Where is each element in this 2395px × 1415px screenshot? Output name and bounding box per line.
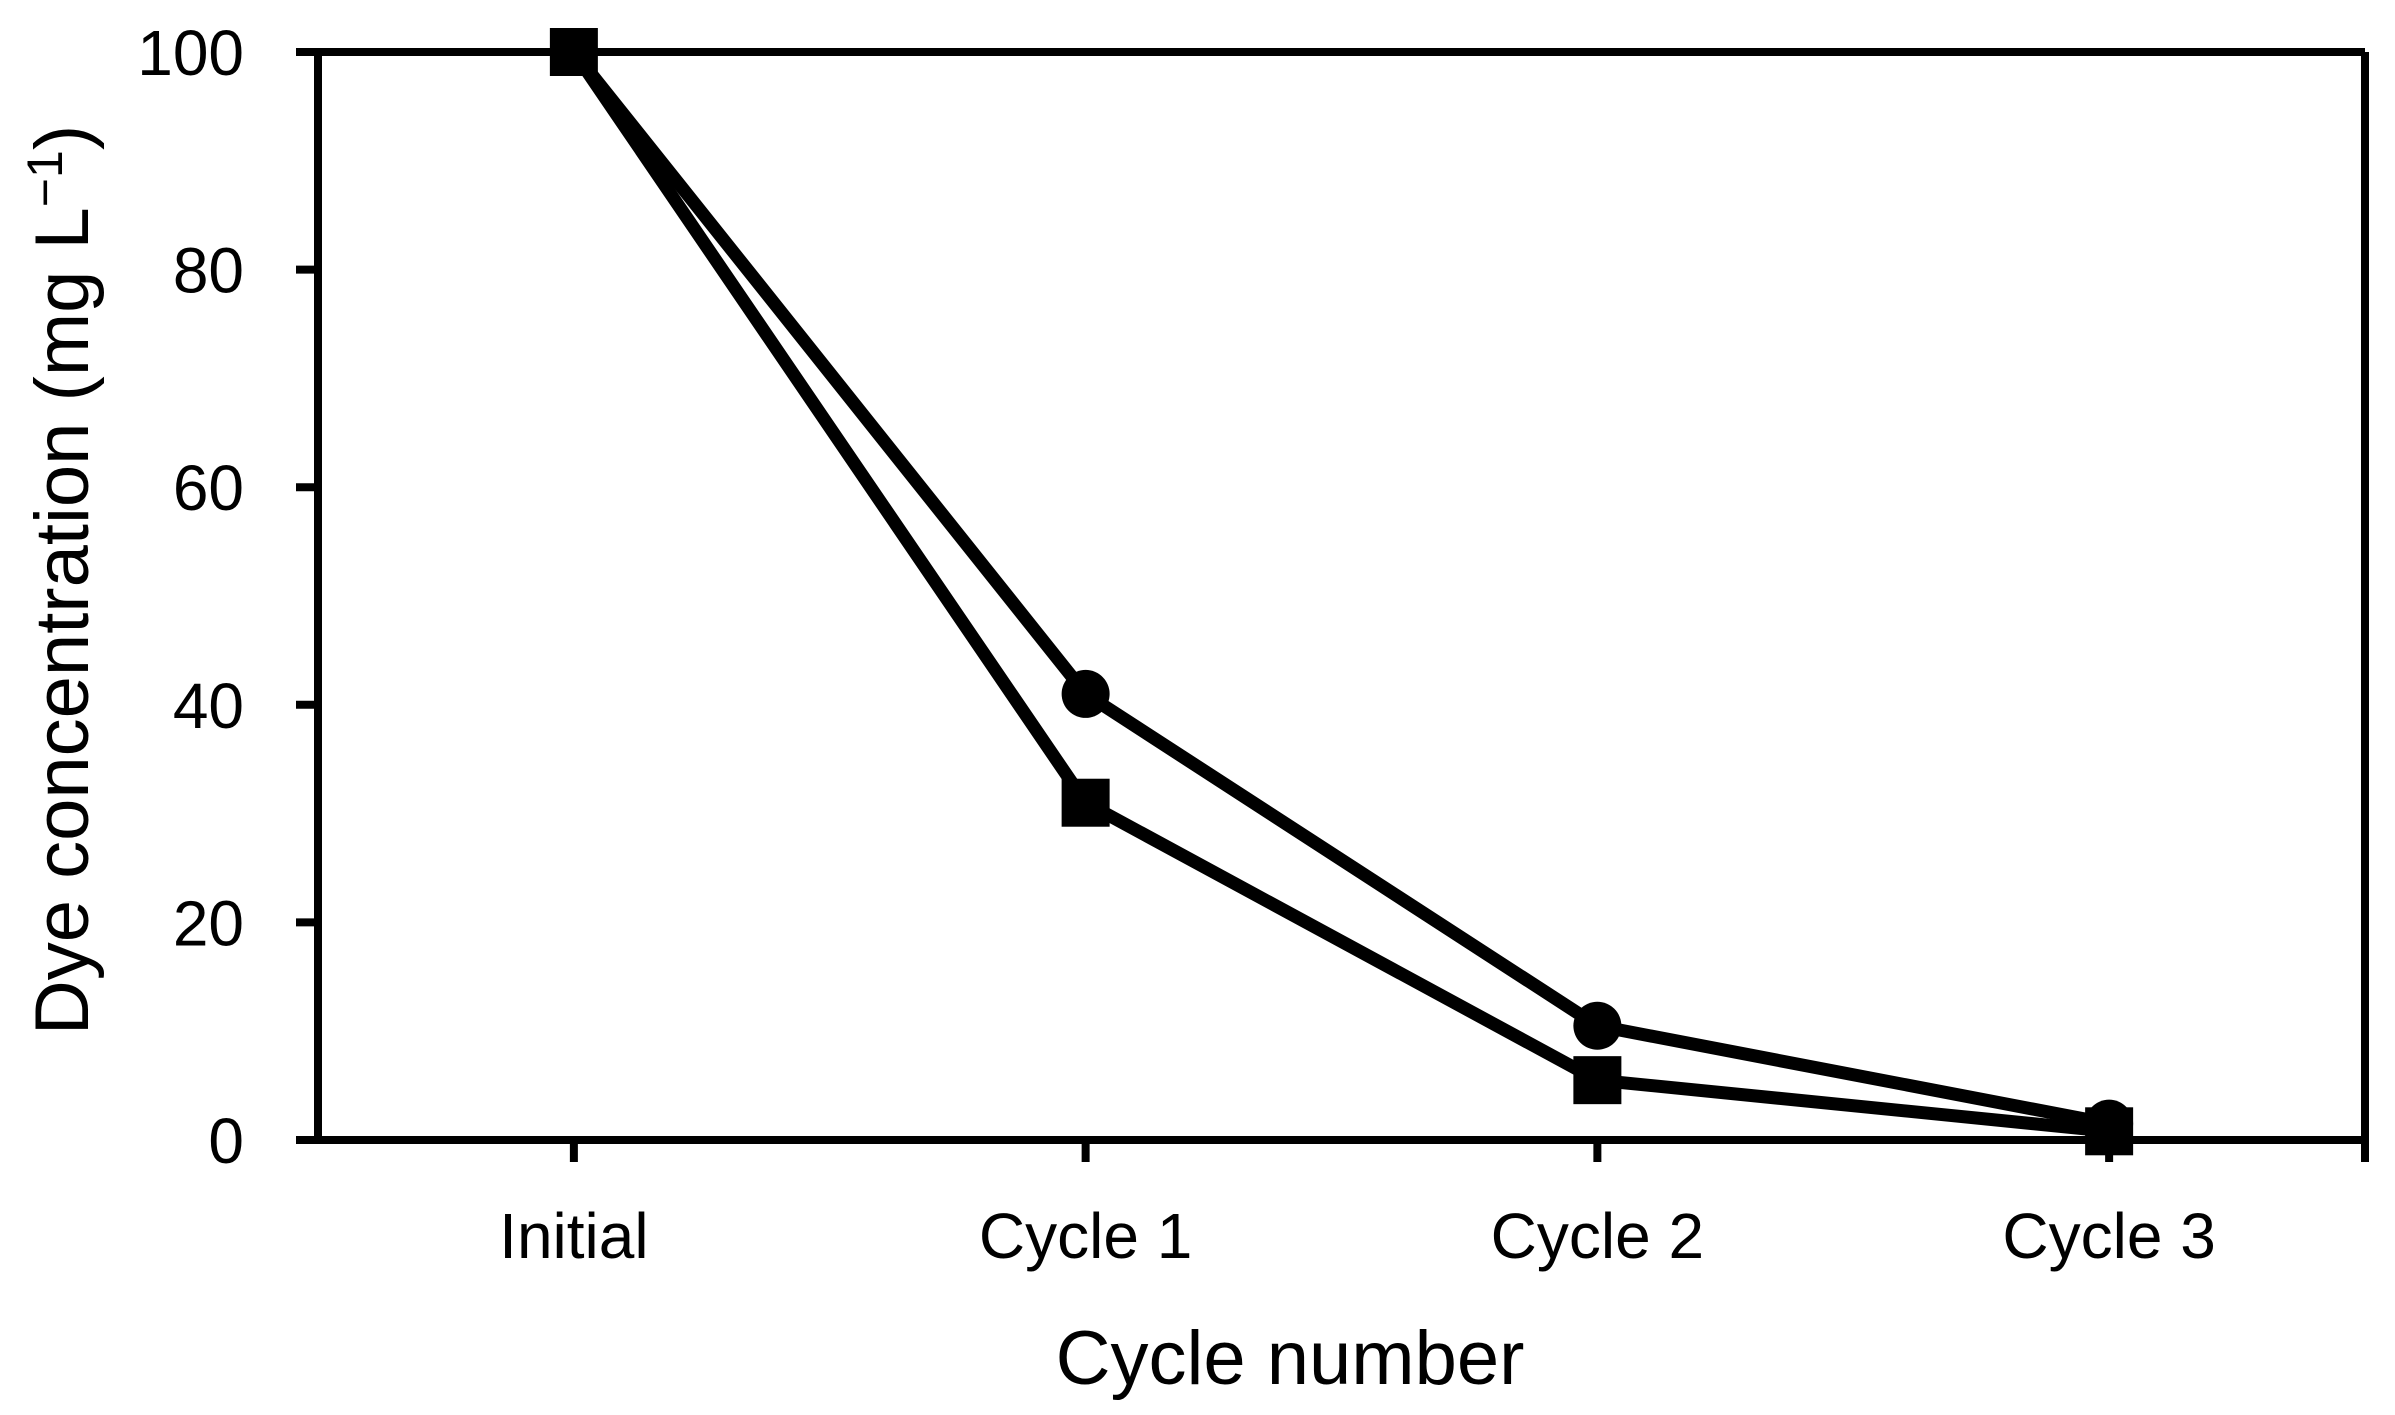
data-point-square — [1061, 778, 1110, 827]
x-axis-tick-label: Cycle 1 — [979, 1200, 1192, 1272]
data-point-square — [2085, 1107, 2134, 1156]
x-axis-title: Cycle number — [1056, 1316, 1525, 1401]
data-point-circle — [1061, 669, 1110, 718]
y-axis-tick-label: 20 — [173, 887, 244, 959]
series-line-square — [568, 48, 2110, 1138]
plot-border — [296, 48, 2369, 1162]
y-axis-title-main: Dye concentration (mg L — [20, 207, 105, 1035]
y-axis-tick-label: 40 — [173, 670, 244, 742]
data-point-square — [1573, 1056, 1622, 1105]
x-axis-tick-labels: Initial Cycle 1 Cycle 2 Cycle 3 — [499, 1200, 2216, 1272]
y-axis-tick-labels: 0 20 40 60 80 100 — [137, 17, 244, 1177]
x-axis-tick-label: Initial — [499, 1200, 648, 1272]
y-axis-tick-label: 80 — [173, 235, 244, 307]
x-axis-tick-label: Cycle 2 — [1491, 1200, 1704, 1272]
y-axis-title: Dye concentration (mg L−1) — [17, 125, 105, 1035]
y-axis-ticks — [296, 48, 318, 1144]
data-point-circle — [1573, 1001, 1622, 1050]
series-line-circle — [568, 47, 2111, 1131]
y-axis-tick-label: 60 — [173, 452, 244, 524]
y-axis-tick-label: 0 — [208, 1105, 244, 1177]
y-axis-title-superscript: −1 — [17, 150, 73, 207]
x-axis-tick-label: Cycle 3 — [2002, 1200, 2215, 1272]
y-axis-title-close: ) — [20, 125, 105, 150]
data-series — [549, 28, 2134, 1156]
y-axis-tick-label: 100 — [137, 17, 244, 89]
data-point-square — [549, 28, 598, 76]
